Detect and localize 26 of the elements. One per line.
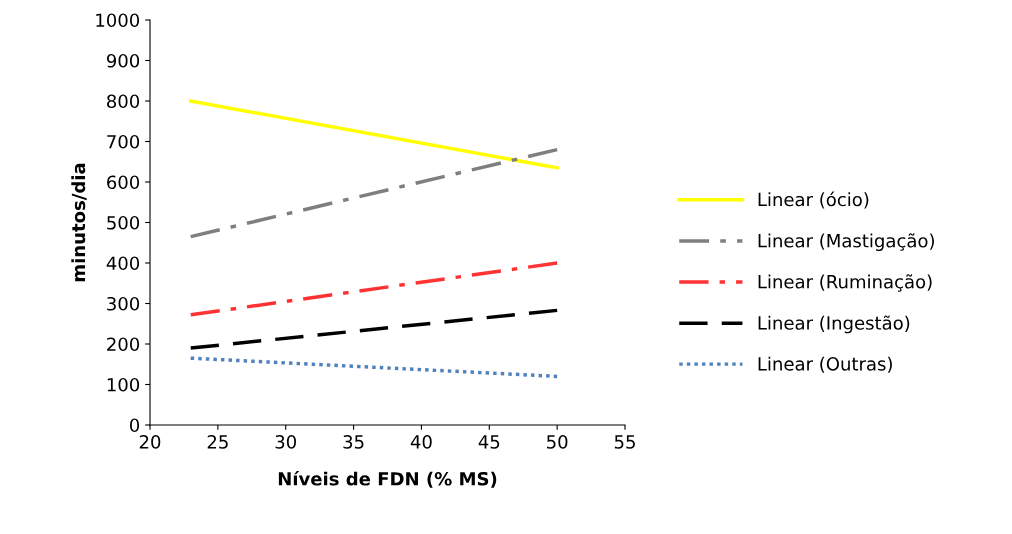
y-tick-label: 900 [106, 53, 140, 68]
legend-label: Linear (ócio) [758, 191, 869, 209]
y-tick-label: 100 [107, 377, 140, 392]
x-tick-label: 40 [410, 435, 432, 449]
y-tick-label: 1000 [96, 13, 140, 28]
y-tick-label: 300 [107, 296, 140, 311]
legend-label: Linear (Mastigação) [758, 233, 934, 252]
y-axis-title: minutos/dia [71, 163, 87, 282]
y-tick-label: 600 [107, 175, 140, 190]
y-tick-label: 700 [107, 134, 140, 149]
y-tick-label: 800 [107, 94, 140, 109]
x-axis-title: Níveis de FDN (% MS) [278, 470, 497, 488]
y-tick-label: 400 [106, 256, 140, 271]
x-tick-label: 20 [139, 435, 161, 449]
legend-label: Linear (Ruminação) [758, 274, 932, 292]
x-tick-label: 55 [614, 435, 635, 449]
x-tick-label: 45 [478, 435, 500, 449]
y-tick-label: 0 [129, 418, 140, 433]
y-tick-label: 200 [107, 337, 140, 352]
legend-label: Linear (Outras) [758, 356, 892, 373]
x-tick-label: 50 [547, 435, 568, 449]
x-tick-label: 25 [207, 435, 228, 449]
y-tick-label: 500 [107, 215, 140, 230]
legend-label: Linear (Ingestão) [758, 315, 910, 334]
x-tick-label: 30 [275, 435, 296, 449]
x-tick-label: 35 [343, 435, 364, 449]
